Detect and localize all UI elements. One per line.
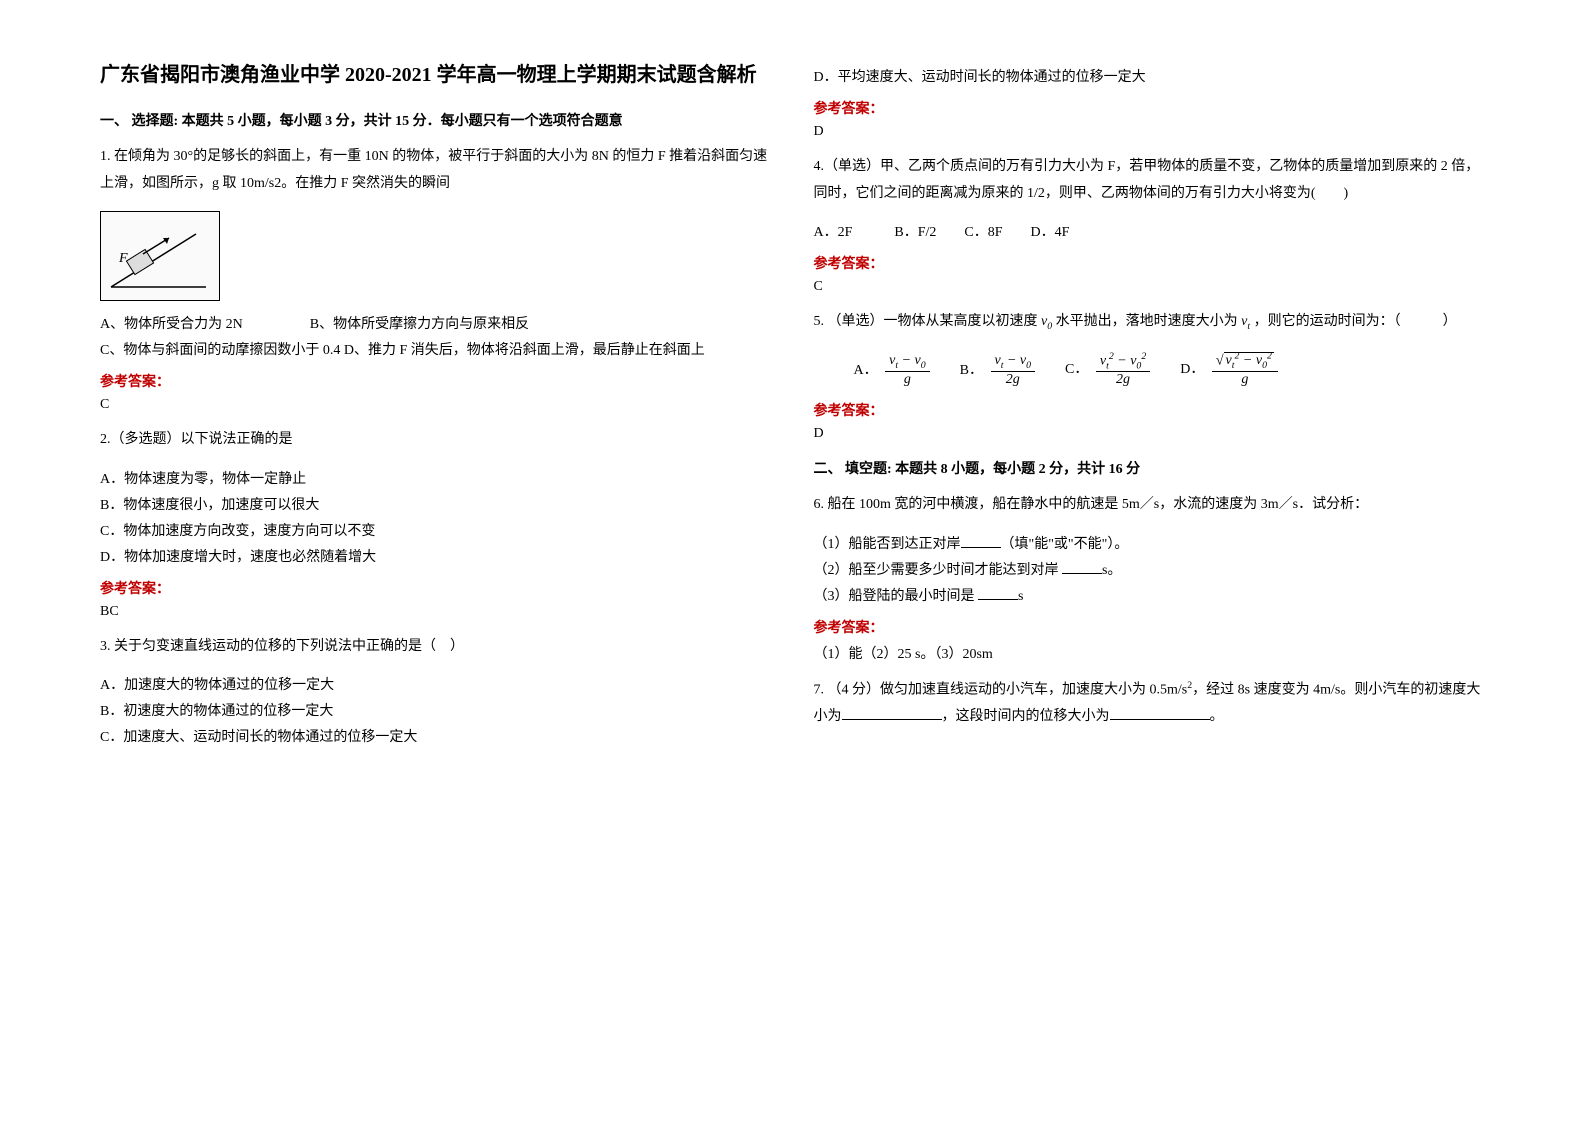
q2-optB: B．物体速度很小，加速度可以很大 bbox=[100, 494, 774, 514]
q5-answer: D bbox=[814, 426, 1488, 442]
q3-optA: A．加速度大的物体通过的位移一定大 bbox=[100, 674, 774, 694]
q2-optC: C．物体加速度方向改变，速度方向可以不变 bbox=[100, 520, 774, 540]
q2-stem: 2.（多选题）以下说法正确的是 bbox=[100, 427, 774, 454]
q6-answer-label: 参考答案： bbox=[814, 617, 1488, 637]
q1-optA: A、物体所受合力为 2N bbox=[100, 317, 243, 332]
incline-svg: F bbox=[101, 212, 221, 302]
q7-stem: 7. （4 分）做匀加速直线运动的小汽车，加速度大小为 0.5m/s2，经过 8… bbox=[814, 677, 1488, 731]
q3-optC: C．加速度大、运动时间长的物体通过的位移一定大 bbox=[100, 726, 774, 746]
q2-answer-label: 参考答案： bbox=[100, 578, 774, 598]
q3-answer-label: 参考答案： bbox=[814, 98, 1488, 118]
q3-stem: 3. 关于匀变速直线运动的位移的下列说法中正确的是（ ） bbox=[100, 634, 774, 661]
q5-stem-c: ，则它的运动时间为：（ ） bbox=[1250, 314, 1457, 329]
q1-answer: C bbox=[100, 397, 774, 413]
q3-optD: D．平均速度大、运动时间长的物体通过的位移一定大 bbox=[814, 66, 1488, 86]
left-column: 广东省揭阳市澳角渔业中学 2020-2021 学年高一物理上学期期末试题含解析 … bbox=[80, 60, 794, 1062]
q6-p3: （3）船登陆的最小时间是 s bbox=[814, 585, 1488, 605]
q3-optB: B．初速度大的物体通过的位移一定大 bbox=[100, 700, 774, 720]
q5-options: A． vt − v0 g B． vt − v0 2g C． vt2 − v02 … bbox=[854, 351, 1488, 388]
q5-stem-a: 5. （单选）一物体从某高度以初速度 bbox=[814, 314, 1042, 329]
q2-answer: BC bbox=[100, 604, 774, 620]
q5-stem: 5. （单选）一物体从某高度以初速度 v0 水平抛出，落地时速度大小为 vt ，… bbox=[814, 309, 1488, 336]
blank bbox=[978, 586, 1018, 600]
q6-p2: （2）船至少需要多少时间才能达到对岸 s。 bbox=[814, 559, 1488, 579]
q6-stem: 6. 船在 100m 宽的河中横渡，船在静水中的航速是 5m／s，水流的速度为 … bbox=[814, 492, 1488, 519]
q2-optD: D．物体加速度增大时，速度也必然随着增大 bbox=[100, 546, 774, 566]
q1-diagram: F bbox=[100, 211, 220, 301]
section1-header: 一、 选择题: 本题共 5 小题，每小题 3 分，共计 15 分．每小题只有一个… bbox=[100, 110, 774, 130]
blank bbox=[1062, 560, 1102, 574]
q5-answer-label: 参考答案： bbox=[814, 400, 1488, 420]
q6-answer: （1）能（2）25 s。（3）20sm bbox=[814, 643, 1488, 663]
q5-optA: A． vt − v0 g bbox=[854, 353, 930, 388]
q1-optCD: C、物体与斜面间的动摩擦因数小于 0.4 D、推力 F 消失后，物体将沿斜面上滑… bbox=[100, 339, 774, 359]
q5-optB: B． vt − v0 2g bbox=[960, 353, 1035, 388]
blank bbox=[961, 534, 1001, 548]
q5-stem-b: 水平抛出，落地时速度大小为 bbox=[1052, 314, 1241, 329]
q1-optB: B、物体所受摩擦力方向与原来相反 bbox=[310, 317, 529, 332]
blank bbox=[842, 706, 942, 720]
section2-header: 二、 填空题: 本题共 8 小题，每小题 2 分，共计 16 分 bbox=[814, 458, 1488, 478]
q6-p1: （1）船能否到达正对岸（填"能"或"不能"）。 bbox=[814, 533, 1488, 553]
q5-v0: v0 bbox=[1041, 314, 1052, 329]
q5-optC: C． vt2 − v02 2g bbox=[1065, 351, 1150, 388]
q4-answer-label: 参考答案： bbox=[814, 253, 1488, 273]
right-column: D．平均速度大、运动时间长的物体通过的位移一定大 参考答案： D 4.（单选）甲… bbox=[794, 60, 1508, 1062]
q1-opts-ab: A、物体所受合力为 2N B、物体所受摩擦力方向与原来相反 bbox=[100, 313, 774, 333]
q1-stem: 1. 在倾角为 30°的足够长的斜面上，有一重 10N 的物体，被平行于斜面的大… bbox=[100, 144, 774, 197]
q2-optA: A．物体速度为零，物体一定静止 bbox=[100, 468, 774, 488]
q5-vt: vt bbox=[1241, 314, 1250, 329]
q5-optD: D． √vt2 − v02 g bbox=[1180, 351, 1278, 388]
document-title: 广东省揭阳市澳角渔业中学 2020-2021 学年高一物理上学期期末试题含解析 bbox=[100, 60, 774, 90]
q3-answer: D bbox=[814, 124, 1488, 140]
q4-stem: 4.（单选）甲、乙两个质点间的万有引力大小为 F，若甲物体的质量不变，乙物体的质… bbox=[814, 154, 1488, 207]
svg-text:F: F bbox=[118, 251, 128, 266]
q4-opts: A．2F B．F/2 C．8F D．4F bbox=[814, 221, 1488, 241]
q4-answer: C bbox=[814, 279, 1488, 295]
q1-answer-label: 参考答案： bbox=[100, 371, 774, 391]
blank bbox=[1110, 706, 1210, 720]
